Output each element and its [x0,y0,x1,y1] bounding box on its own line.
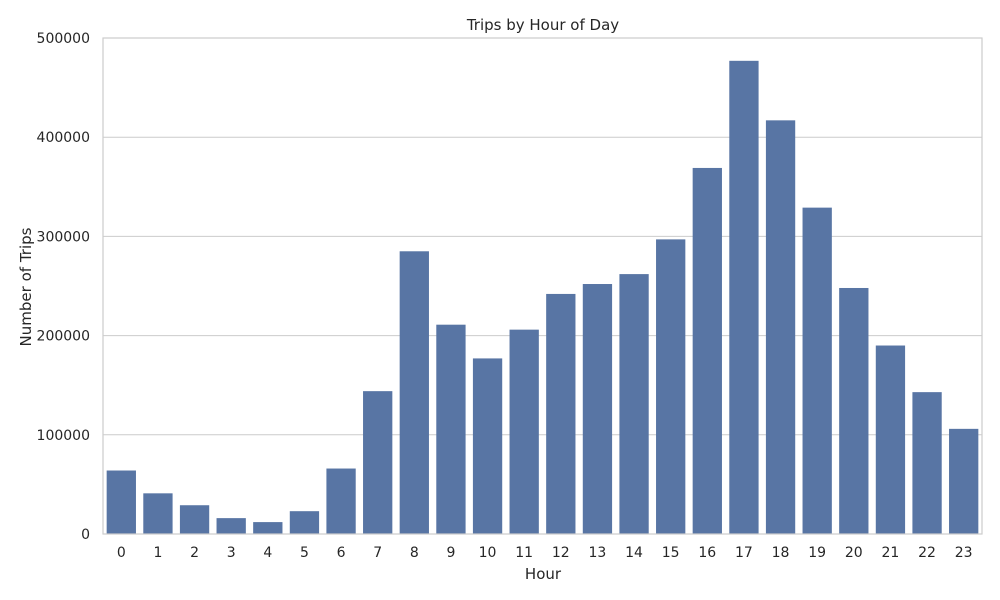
x-tick-label: 11 [515,545,533,561]
x-tick-label: 6 [337,545,346,561]
x-tick-label: 12 [552,545,570,561]
plot-frame [102,37,983,535]
bar-hour-13 [582,284,613,534]
bar-hour-0 [106,470,136,534]
bar-hour-10 [472,358,503,534]
y-tick-labels: 0 100000 200000 300000 400000 500000 [37,31,90,543]
bar-hour-9 [436,324,466,534]
x-tick-label: 14 [625,545,643,561]
x-tick-label: 22 [918,545,936,561]
bar-hour-16 [692,167,722,534]
bar-hour-22 [912,392,942,534]
bar-hour-8 [399,251,429,534]
bar-hour-18 [765,120,796,534]
x-tick-label: 4 [263,545,272,561]
x-tick-label: 8 [410,545,419,561]
bar-hour-11 [509,329,539,534]
chart-title: Trips by Hour of Day [466,16,619,34]
x-axis-label: Hour [525,565,562,583]
x-tick-label: 20 [845,545,863,561]
bar-hour-4 [253,522,283,534]
y-tick-label: 200000 [37,329,90,345]
bar-hour-2 [179,505,210,534]
bar-hour-3 [216,518,246,534]
x-tick-label: 1 [153,545,162,561]
x-tick-label: 2 [190,545,199,561]
y-tick-label: 300000 [37,229,90,245]
bar-hour-15 [656,239,686,534]
bars [106,60,979,534]
y-tick-label: 500000 [37,31,90,47]
x-tick-label: 10 [479,545,497,561]
y-tick-label: 400000 [37,130,90,146]
bar-hour-12 [546,293,576,534]
y-tick-label: 0 [81,527,90,543]
bar-hour-17 [729,60,759,534]
x-tick-labels: 0 1 2 3 4 5 6 7 8 9 10 11 12 13 14 15 16 17 18 19 20 21 22 23 [117,545,973,561]
x-tick-label: 15 [662,545,680,561]
x-tick-label: 7 [373,545,382,561]
x-tick-label: 13 [589,545,607,561]
bar-hour-6 [326,468,356,534]
bar-hour-19 [802,207,832,534]
x-tick-label: 19 [808,545,826,561]
x-tick-label: 3 [227,545,236,561]
bar-hour-21 [875,345,906,534]
x-tick-label: 16 [698,545,716,561]
y-tick-label: 100000 [37,428,90,444]
x-tick-label: 23 [955,545,973,561]
x-tick-label: 21 [882,545,900,561]
bar-hour-23 [949,428,979,534]
bar-hour-7 [363,391,393,534]
y-axis-label: Number of Trips [17,227,35,346]
bar-hour-20 [839,287,869,534]
bar-hour-14 [619,274,649,534]
x-tick-label: 18 [772,545,790,561]
bar-hour-1 [143,493,173,534]
bar-hour-5 [289,511,320,534]
x-tick-label: 5 [300,545,309,561]
x-tick-label: 9 [446,545,455,561]
x-tick-label: 0 [117,545,126,561]
x-tick-label: 17 [735,545,753,561]
